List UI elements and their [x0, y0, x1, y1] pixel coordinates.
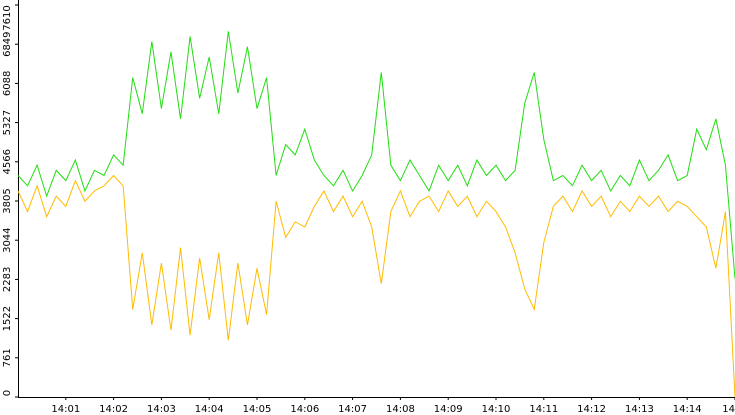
x-tick-label: 14:09 — [434, 404, 463, 415]
y-tick-label: 6088 — [2, 71, 13, 96]
x-tick-label: 14:02 — [99, 404, 128, 415]
x-tick-label: 14:12 — [577, 404, 606, 415]
series-line — [17, 31, 735, 279]
x-tick-label: 14:14 — [673, 404, 702, 415]
x-tick-label: 14:05 — [243, 404, 272, 415]
y-tick-label: 4566 — [2, 149, 13, 174]
x-tick-label: 14:04 — [195, 404, 224, 415]
y-tick-label: 5327 — [2, 110, 13, 135]
y-tick-label: 2283 — [2, 267, 13, 292]
y-tick-label: 0 — [2, 390, 13, 396]
x-tick-label: 14:13 — [625, 404, 654, 415]
x-tick-label: 14:07 — [338, 404, 367, 415]
x-tick-label: 14:11 — [529, 404, 558, 415]
y-tick-label: 7610 — [2, 5, 13, 30]
x-tick-label: 14:06 — [290, 404, 319, 415]
x-tick-label: 14 — [722, 404, 735, 415]
y-tick-label: 1522 — [2, 306, 13, 331]
y-tick-label: 3044 — [2, 227, 13, 252]
x-tick-label: 14:08 — [386, 404, 415, 415]
x-tick-label: 14:03 — [147, 404, 176, 415]
series-line — [17, 174, 735, 398]
x-tick-label: 14:01 — [51, 404, 80, 415]
y-tick-label: 761 — [2, 348, 13, 367]
y-tick-label: 6849 — [2, 31, 13, 56]
y-tick-label: 3805 — [2, 188, 13, 213]
x-tick-label: 14:10 — [482, 404, 511, 415]
